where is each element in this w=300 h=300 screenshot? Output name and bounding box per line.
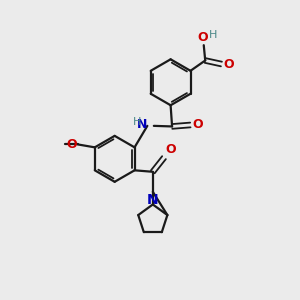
Text: O: O	[192, 118, 203, 131]
Text: H: H	[209, 30, 218, 40]
Text: H: H	[133, 117, 142, 127]
Text: O: O	[67, 138, 77, 151]
Text: N: N	[137, 118, 147, 131]
Text: O: O	[198, 31, 208, 44]
Text: O: O	[224, 58, 234, 70]
Text: O: O	[166, 143, 176, 156]
Text: N: N	[147, 193, 159, 207]
